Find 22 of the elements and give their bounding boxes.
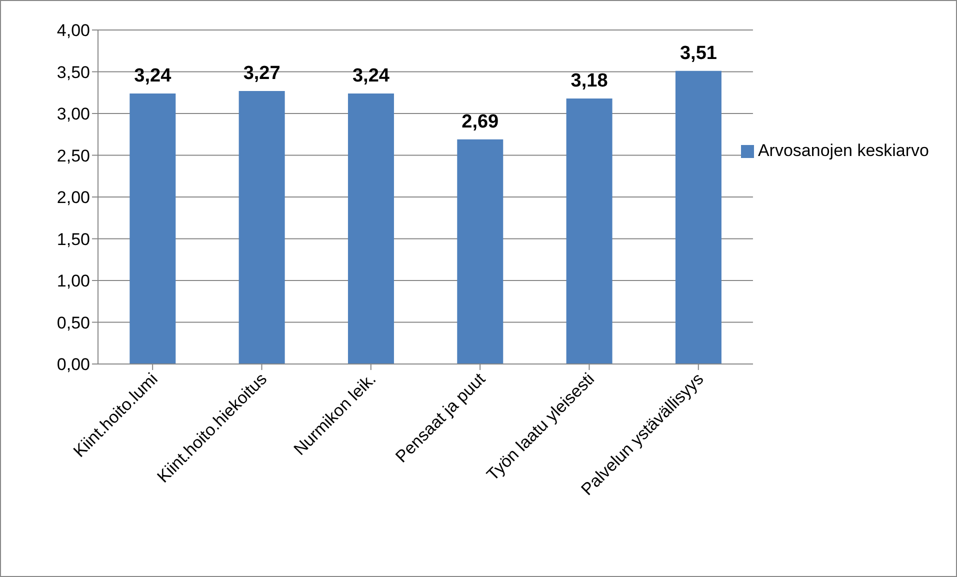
y-tick-label: 3,50 bbox=[56, 62, 90, 82]
legend-label: Arvosanojen keskiarvo bbox=[758, 141, 929, 160]
bar bbox=[457, 139, 504, 364]
data-label: 3,24 bbox=[352, 65, 390, 86]
bar bbox=[238, 90, 285, 364]
y-tick-label: 2,00 bbox=[56, 188, 90, 208]
bar bbox=[675, 70, 722, 364]
data-label: 2,69 bbox=[462, 111, 499, 132]
y-tick-label: 0,50 bbox=[56, 313, 90, 332]
data-label: 3,24 bbox=[134, 65, 172, 86]
y-tick-label: 2,50 bbox=[56, 146, 90, 166]
data-label: 3,27 bbox=[243, 62, 280, 84]
bar bbox=[566, 98, 612, 364]
bar bbox=[348, 93, 394, 364]
bar bbox=[130, 93, 176, 364]
data-label: 3,51 bbox=[680, 42, 718, 64]
y-tick-label: 0,00 bbox=[56, 355, 90, 374]
y-tick-label: 4,00 bbox=[56, 21, 90, 40]
y-tick-label: 3,00 bbox=[56, 104, 90, 124]
y-tick-label: 1,00 bbox=[56, 272, 90, 291]
data-label: 3,18 bbox=[570, 70, 608, 92]
y-tick-label: 1,50 bbox=[56, 230, 90, 249]
